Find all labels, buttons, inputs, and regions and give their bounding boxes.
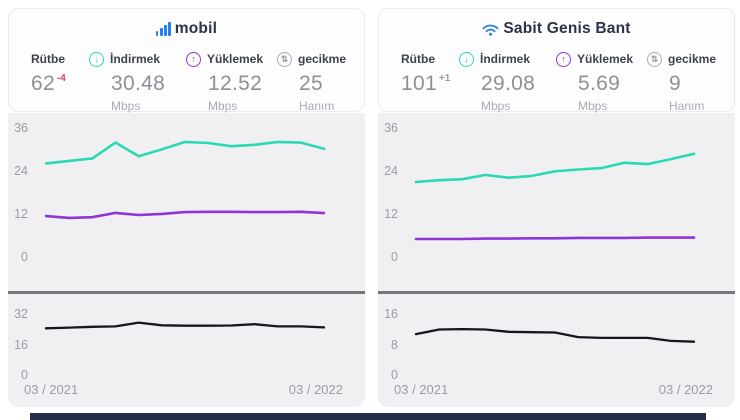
- fixed-download-stat: ↓ İndirmek 29.08 Mbps: [459, 51, 556, 113]
- upload-value: 5.69: [578, 72, 621, 95]
- rank-change-badge: -4: [56, 73, 66, 84]
- upload-value: 12.52: [208, 72, 263, 95]
- fixed-latency-stat: ⇅ gecikme 9 Hanım: [647, 51, 734, 113]
- mobile-charts: 36 24 12 0 32 16 0 03 / 2021 03 / 2022: [8, 113, 365, 407]
- rank-label: Rütbe: [31, 52, 65, 66]
- download-icon: ↓: [459, 51, 474, 67]
- fixed-panel-title: Sabit Genis Bant: [503, 20, 631, 37]
- fixed-charts: 36 24 12 0 16 8 0 03 / 2021 03 / 2022: [378, 113, 735, 407]
- upload-label: Yüklemek: [207, 52, 264, 66]
- upload-unit: Mbps: [578, 99, 608, 113]
- section-divider-bar: [30, 413, 706, 420]
- rank-label: Rütbe: [401, 52, 435, 66]
- latency-label: gecikme: [298, 52, 347, 66]
- y-tick: 0: [391, 368, 398, 382]
- download-value: 30.48: [111, 72, 166, 95]
- rank-value: 101 +1: [401, 72, 451, 95]
- mobile-latency-chart: 32 16 0 03 / 2021 03 / 2022: [8, 294, 365, 407]
- download-unit: Mbps: [111, 99, 141, 113]
- mobile-title-row: mobil: [9, 18, 364, 40]
- fixed-upload-stat: ↑ Yüklemek 5.69 Mbps: [556, 51, 647, 113]
- mobile-latency-stat: ⇅ gecikme 25 Hanım: [277, 51, 364, 113]
- chart-divider: [8, 291, 365, 294]
- fixed-header-card: Sabit Genis Bant Rütbe 101 +1 ↓ İndirmek …: [378, 8, 735, 113]
- fixed-title-row: Sabit Genis Bant: [379, 18, 734, 40]
- x-axis-start-label: 03 / 2021: [24, 382, 79, 397]
- x-axis-start-label: 03 / 2021: [394, 382, 449, 397]
- y-tick: 24: [384, 164, 398, 178]
- upload-label: Yüklemek: [577, 52, 634, 66]
- mobile-speed-chart-canvas[interactable]: [8, 113, 365, 291]
- chart-divider: [378, 291, 735, 294]
- rank-change-badge: +1: [438, 73, 451, 84]
- upload-icon: ↑: [556, 51, 571, 67]
- upload-unit: Mbps: [208, 99, 238, 113]
- y-tick: 16: [14, 338, 28, 352]
- download-label: İndirmek: [480, 52, 531, 66]
- download-icon: ↓: [89, 51, 104, 67]
- mobile-panel: mobil Rütbe 62 -4 ↓ İndirmek 30.48 Mbps: [8, 8, 365, 407]
- latency-label: gecikme: [668, 52, 717, 66]
- upload-icon: ↑: [186, 51, 201, 67]
- mobile-stats-row: Rütbe 62 -4 ↓ İndirmek 30.48 Mbps ↑ Yükle…: [9, 51, 364, 113]
- y-tick: 12: [384, 207, 398, 221]
- latency-unit: Hanım: [669, 99, 705, 113]
- mobile-header-card: mobil Rütbe 62 -4 ↓ İndirmek 30.48 Mbps: [8, 8, 365, 113]
- y-tick: 0: [391, 250, 398, 264]
- y-tick: 24: [14, 164, 28, 178]
- fixed-broadband-panel: Sabit Genis Bant Rütbe 101 +1 ↓ İndirmek …: [378, 8, 735, 407]
- latency-icon: ⇅: [647, 51, 662, 67]
- latency-value: 9: [669, 72, 681, 95]
- y-tick: 8: [391, 338, 398, 352]
- latency-unit: Hanım: [299, 99, 335, 113]
- y-tick: 0: [21, 250, 28, 264]
- mobile-upload-stat: ↑ Yüklemek 12.52 Mbps: [186, 51, 277, 113]
- fixed-latency-chart-canvas[interactable]: [378, 294, 735, 407]
- fixed-stats-row: Rütbe 101 +1 ↓ İndirmek 29.08 Mbps ↑ Yükl…: [379, 51, 734, 113]
- latency-value: 25: [299, 72, 323, 95]
- signal-bars-icon: [155, 22, 171, 36]
- mobile-latency-chart-canvas[interactable]: [8, 294, 365, 407]
- x-axis-end-label: 03 / 2022: [288, 382, 343, 397]
- download-unit: Mbps: [481, 99, 511, 113]
- fixed-latency-chart: 16 8 0 03 / 2021 03 / 2022: [378, 294, 735, 407]
- fixed-speed-chart: 36 24 12 0: [378, 113, 735, 291]
- mobile-panel-title: mobil: [174, 20, 218, 37]
- mobile-download-stat: ↓ İndirmek 30.48 Mbps: [89, 51, 186, 113]
- fixed-speed-chart-canvas[interactable]: [378, 113, 735, 291]
- x-axis-end-label: 03 / 2022: [658, 382, 713, 397]
- rank-value: 62 -4: [31, 72, 66, 95]
- wifi-icon: [482, 24, 499, 36]
- download-value: 29.08: [481, 72, 536, 95]
- y-tick: 32: [14, 307, 28, 321]
- latency-icon: ⇅: [277, 51, 292, 67]
- mobile-rank-stat: Rütbe 62 -4: [31, 51, 89, 113]
- y-tick: 16: [384, 307, 398, 321]
- y-tick: 36: [14, 121, 28, 135]
- download-label: İndirmek: [110, 52, 161, 66]
- y-tick: 0: [21, 368, 28, 382]
- mobile-speed-chart: 36 24 12 0: [8, 113, 365, 291]
- y-tick: 36: [384, 121, 398, 135]
- fixed-rank-stat: Rütbe 101 +1: [401, 51, 459, 113]
- y-tick: 12: [14, 207, 28, 221]
